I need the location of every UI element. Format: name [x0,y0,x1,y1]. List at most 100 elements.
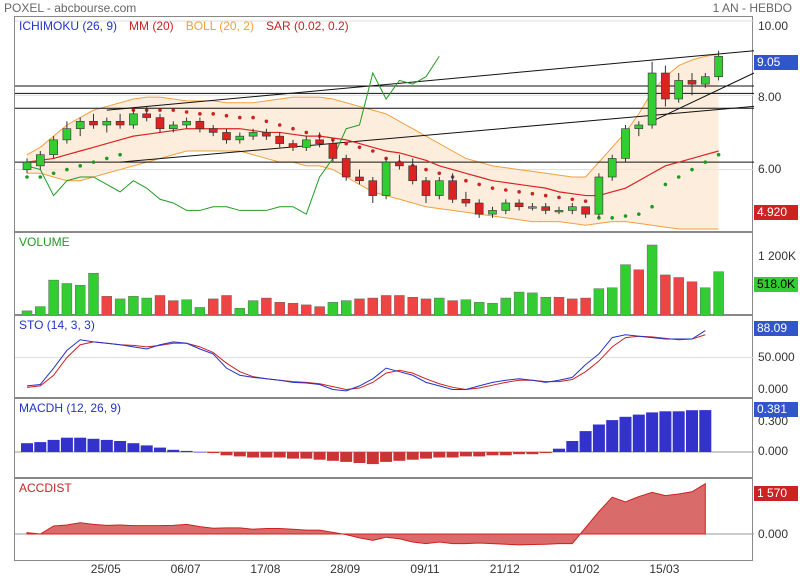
volume-bar [553,296,565,317]
candle-body [488,210,497,215]
volume-bar [620,264,631,317]
period-label: 1 AN - HEBDO [712,1,792,15]
macdh-bar [60,437,73,452]
candle-body [448,180,457,200]
volume-bar [394,295,405,317]
macdh-bar [326,452,339,461]
candle-body [248,132,258,137]
last-price-tag: 9.05 [754,55,798,70]
candle-body [541,206,551,211]
volume-bar [580,297,591,317]
candle-body [395,161,404,167]
x-axis-label: 17/08 [250,562,281,576]
volume-bar [274,302,285,317]
candle-body [554,210,564,213]
macdh-bar [273,452,286,458]
legend-accdist: ACCDIST [19,481,72,495]
sar-point [490,186,495,190]
macdh-bar [100,439,113,452]
volume-bar [420,298,432,317]
candle-body [714,55,723,78]
candle-body [621,128,630,159]
candle-body [661,72,670,100]
macdh-bar [592,424,605,452]
macdh-bar [207,452,220,454]
accdist-chart [15,482,754,546]
candle-body [62,128,72,141]
price-legend: ICHIMOKU (26, 9) MM (20) BOLL (20, 2) SAR (… [19,19,361,33]
volume-bar [527,292,538,317]
volume-bar [367,297,378,317]
sar-point [371,149,375,153]
candle-body [567,206,577,211]
candle-body [434,180,444,196]
sar-point [610,216,614,220]
price-panel: ICHIMOKU (26, 9) MM (20) BOLL (20, 2) SAR (… [14,16,755,232]
sar-point [504,188,508,192]
candle-body [408,165,418,182]
macdh-bar [380,452,393,462]
volume-bar [261,297,272,317]
legend-ichimoku: ICHIMOKU (26, 9) [19,19,118,33]
volume-bar [660,274,671,317]
candle-body [75,120,85,130]
macdh-bar [486,452,499,456]
candle-body [501,202,511,211]
volume-bar [567,298,578,317]
candle-body [275,135,285,144]
macdh-bar [420,452,432,459]
sar-point [477,182,482,187]
candle-body [355,176,364,182]
sar-point [357,145,362,150]
volume-bar [48,279,59,317]
candle-body [142,113,151,118]
candle-body [474,202,484,215]
volume-bar [154,295,166,317]
sar-point [663,182,668,187]
volume-bar [207,298,219,317]
candle-body [514,202,524,208]
candle-body [89,120,98,126]
candle-body [235,135,245,141]
volume-bar [593,288,605,317]
candle-body [169,124,178,130]
macdh-bar [446,452,459,458]
price-tick-6: 6.00 [758,162,782,176]
macdh-bar [499,452,512,456]
macdh-bar [672,411,685,452]
sar-point [38,175,43,179]
sar-point [517,190,521,194]
macd-chart [15,410,754,465]
sar-point [570,197,575,202]
volume-bar [500,297,511,317]
candle-body [634,124,644,130]
legend-volume: VOLUME [19,235,70,249]
candle-body [581,206,590,215]
candle-body [328,143,338,159]
volume-chart [21,244,724,317]
sar-point [331,138,335,142]
sar-point [437,171,442,176]
sar-point [637,212,641,216]
volume-bar [327,302,339,317]
sar-point [211,112,215,116]
top-bar: POXEL - abcbourse.com 1 AN - HEBDO [0,0,800,16]
accdist-panel: ACCDIST [14,478,754,561]
macdh-bar [539,452,552,454]
macdh-bar [114,441,127,452]
x-axis-label: 06/07 [170,562,201,576]
candle-body [35,154,45,167]
candle-body [301,139,311,148]
sto-k-line [26,330,706,392]
macdh-bar [193,452,206,453]
sar-point [118,152,122,157]
volume-bar [646,244,658,317]
legend-macd: MACDH (12, 26, 9) [19,401,122,415]
source-label: POXEL - abcbourse.com [4,1,137,15]
sar-point [65,167,69,172]
macdh-bar [287,452,299,459]
candle-body [594,176,604,215]
macdh-bar [553,448,565,452]
macdh-bar [406,452,419,460]
macdh-bar [393,452,406,461]
